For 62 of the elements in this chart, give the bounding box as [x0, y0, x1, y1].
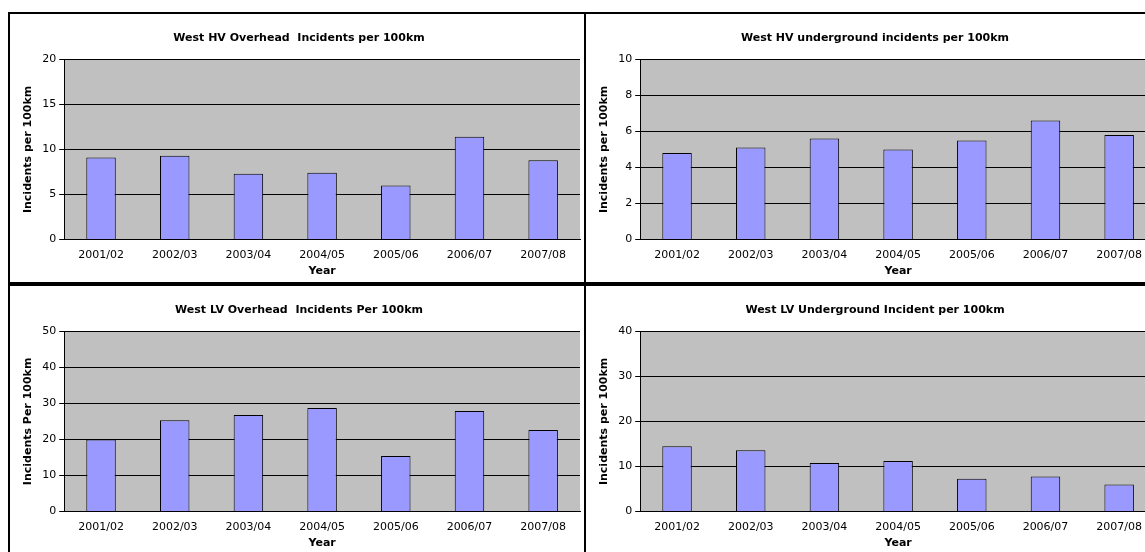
x-tick-label: 2005/06 [372, 520, 419, 534]
y-axis-title: Incidents per 100km [597, 85, 611, 214]
y-tick-label: 20 [618, 414, 633, 428]
x-tick-label: 2007/08 [520, 248, 567, 262]
y-axis-title: Incidents per 100km [597, 357, 611, 486]
y-tick-label: 5 [49, 187, 57, 201]
x-tick-label: 2006/07 [1022, 248, 1069, 262]
x-tick-label: 2007/08 [1096, 248, 1143, 262]
x-tick-label: 2003/04 [801, 248, 848, 262]
y-tick-label: 20 [42, 432, 57, 446]
y-tick-label: 20 [42, 52, 57, 66]
x-tick-label: 2002/03 [151, 248, 198, 262]
x-tick-label: 2001/02 [78, 520, 124, 534]
x-tick-label: 2002/03 [151, 520, 198, 534]
x-tick-label: 2002/03 [727, 248, 774, 262]
x-tick-label: 2005/06 [948, 248, 995, 262]
y-tick-label: 4 [625, 160, 633, 174]
y-tick-label: 6 [625, 124, 633, 138]
y-tick-label: 8 [625, 88, 633, 102]
y-tick-label: 40 [42, 360, 57, 374]
x-tick-label: 2007/08 [1096, 520, 1143, 534]
x-axis-title: Year [883, 536, 913, 550]
x-tick-label: 2004/05 [299, 520, 345, 534]
y-tick-label: 10 [42, 468, 57, 482]
x-tick-label: 2007/08 [520, 520, 567, 534]
y-tick-label: 0 [49, 232, 57, 246]
x-axis-title: Year [883, 264, 913, 278]
y-axis-title: Incidents Per 100km [21, 357, 35, 486]
y-axis-title: Incidents per 100km [21, 85, 35, 214]
x-tick-label: 2003/04 [225, 520, 272, 534]
x-tick-label: 2006/07 [446, 248, 493, 262]
y-tick-label: 0 [49, 504, 57, 518]
y-tick-label: 30 [618, 369, 633, 383]
x-tick-label: 2004/05 [875, 520, 921, 534]
x-tick-label: 2005/06 [372, 248, 419, 262]
y-tick-label: 50 [42, 324, 57, 338]
y-tick-label: 0 [625, 232, 633, 246]
y-tick-label: 30 [42, 396, 57, 410]
chart-title: West HV Overhead Incidents per 100km [173, 31, 425, 45]
x-tick-label: 2005/06 [948, 520, 995, 534]
x-tick-label: 2001/02 [654, 248, 700, 262]
chart-title: West LV Underground Incident per 100km [745, 303, 1005, 317]
x-tick-label: 2001/02 [78, 248, 124, 262]
x-axis-title: Year [307, 536, 337, 550]
y-tick-label: 40 [618, 324, 633, 338]
x-axis-title: Year [307, 264, 337, 278]
x-tick-label: 2004/05 [299, 248, 345, 262]
x-tick-label: 2003/04 [801, 520, 848, 534]
x-tick-label: 2001/02 [654, 520, 700, 534]
y-tick-label: 10 [618, 459, 633, 473]
x-tick-label: 2004/05 [875, 248, 921, 262]
x-tick-label: 2006/07 [1022, 520, 1069, 534]
chart-title: West LV Overhead Incidents Per 100km [175, 303, 423, 317]
y-tick-label: 10 [618, 52, 633, 66]
chart-title: West HV underground incidents per 100km [740, 31, 1010, 45]
x-tick-label: 2003/04 [225, 248, 272, 262]
y-tick-label: 10 [42, 142, 57, 156]
x-tick-label: 2006/07 [446, 520, 493, 534]
y-tick-label: 2 [625, 196, 633, 210]
y-tick-label: 15 [42, 97, 57, 111]
y-tick-label: 0 [625, 504, 633, 518]
x-tick-label: 2002/03 [727, 520, 774, 534]
